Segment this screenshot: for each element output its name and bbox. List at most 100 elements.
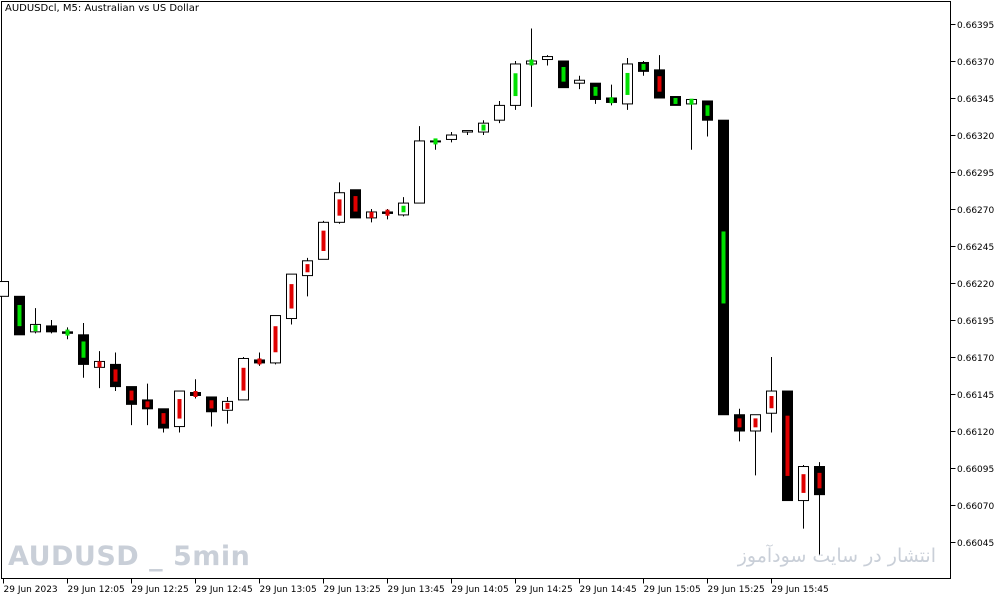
marker-down (321, 230, 326, 251)
candle (62, 327, 73, 340)
time-tick-label: 29 Jun 13:05 (260, 585, 317, 595)
marker-up (401, 205, 406, 213)
candle (670, 96, 681, 106)
candle (302, 257, 313, 297)
description-label: Australian vs US Dollar (84, 3, 199, 14)
marker-up (513, 73, 518, 97)
marker-down (113, 369, 118, 382)
marker-down (753, 418, 758, 428)
marker-up (721, 231, 726, 304)
marker-down (305, 264, 310, 273)
marker-down (337, 199, 342, 216)
marker-down (241, 367, 246, 391)
candle (174, 390, 185, 433)
time-tick-label: 29 Jun 14:05 (452, 585, 509, 595)
candle (414, 126, 425, 204)
time-tick-label: 29 Jun 15:05 (644, 585, 701, 595)
price-tick-label: 0.66270 (957, 206, 994, 216)
price-tick-label: 0.66320 (957, 132, 994, 142)
candle-body (0, 281, 9, 297)
marker-up (673, 97, 678, 104)
price-tick-label: 0.66045 (957, 539, 994, 549)
candle (782, 390, 793, 502)
marker-down (177, 399, 182, 419)
candle (158, 408, 169, 433)
marker-down (657, 76, 662, 92)
marker-down (225, 402, 230, 409)
candle (686, 98, 697, 150)
price-tick-label: 0.66345 (957, 95, 994, 105)
candle (510, 61, 521, 110)
time-tick-label: 29 Jun 14:45 (580, 585, 637, 595)
candle (430, 138, 441, 150)
timeframe-label: M5 (62, 3, 78, 14)
candle (222, 396, 233, 424)
marker-up (81, 341, 86, 358)
candle (654, 55, 665, 99)
time-tick-label: 29 Jun 12:05 (68, 585, 125, 595)
marker-down (273, 326, 278, 353)
time-tick-label: 29 Jun 13:45 (388, 585, 445, 595)
marker-up (593, 86, 598, 96)
watermark-symbol-timeframe: AUDUSD _ 5min (8, 541, 251, 572)
marker-up (481, 124, 486, 131)
candle (462, 130, 473, 135)
candle (606, 84, 617, 106)
candle (238, 357, 249, 401)
candle (590, 82, 601, 104)
candle (750, 414, 761, 476)
candle-body (446, 134, 457, 140)
marker-down (289, 284, 294, 309)
candle (126, 386, 137, 426)
marker-up (705, 105, 710, 116)
marker-down (145, 401, 150, 408)
candle (526, 28, 537, 107)
marker-down (193, 391, 198, 397)
candle-body (574, 79, 585, 84)
time-tick-label: 29 Jun 15:25 (708, 585, 765, 595)
candle (558, 60, 569, 89)
marker-down (801, 474, 806, 493)
price-tick-label: 0.66195 (957, 317, 994, 327)
price-axis: 0.66395 0.66370 0.66345 0.66320 0.66295 0.662… (950, 21, 994, 549)
candle (30, 308, 41, 334)
candle (78, 322, 89, 378)
candle (718, 119, 729, 416)
candle (46, 320, 57, 334)
marker-down (785, 415, 790, 476)
marker-up (529, 59, 534, 66)
marker-down (209, 400, 214, 409)
candle (814, 462, 825, 556)
marker-up (433, 138, 438, 145)
candle (110, 352, 121, 392)
candle (446, 132, 457, 143)
price-tick-label: 0.66395 (957, 21, 994, 31)
candle (702, 100, 713, 137)
time-tick-label: 29 Jun 12:45 (196, 585, 253, 595)
candle (542, 55, 553, 66)
marker-up (609, 97, 614, 104)
candle (798, 465, 809, 529)
candles-layer (0, 28, 825, 556)
candle-body (414, 140, 425, 204)
symbol-label: AUDUSDcl (5, 3, 57, 14)
price-tick-label: 0.66220 (957, 280, 994, 290)
marker-down (737, 418, 742, 428)
candle (734, 408, 745, 442)
time-axis: 29 Jun 2023 29 Jun 12:05 29 Jun 12:25 29 Ju… (3, 578, 829, 595)
marker-up (561, 66, 566, 82)
watermark-site-credit: انتشار در سایت سودآموز (737, 545, 936, 567)
marker-down (385, 209, 390, 216)
candle (270, 315, 281, 365)
candle (398, 197, 409, 217)
candle (0, 281, 9, 297)
price-tick-label: 0.66295 (957, 169, 994, 179)
candle-body (494, 104, 505, 121)
marker-down (817, 472, 822, 489)
marker-up (689, 98, 694, 105)
candle (254, 352, 265, 366)
marker-down (97, 361, 102, 368)
marker-up (65, 329, 70, 336)
candle (206, 396, 217, 427)
